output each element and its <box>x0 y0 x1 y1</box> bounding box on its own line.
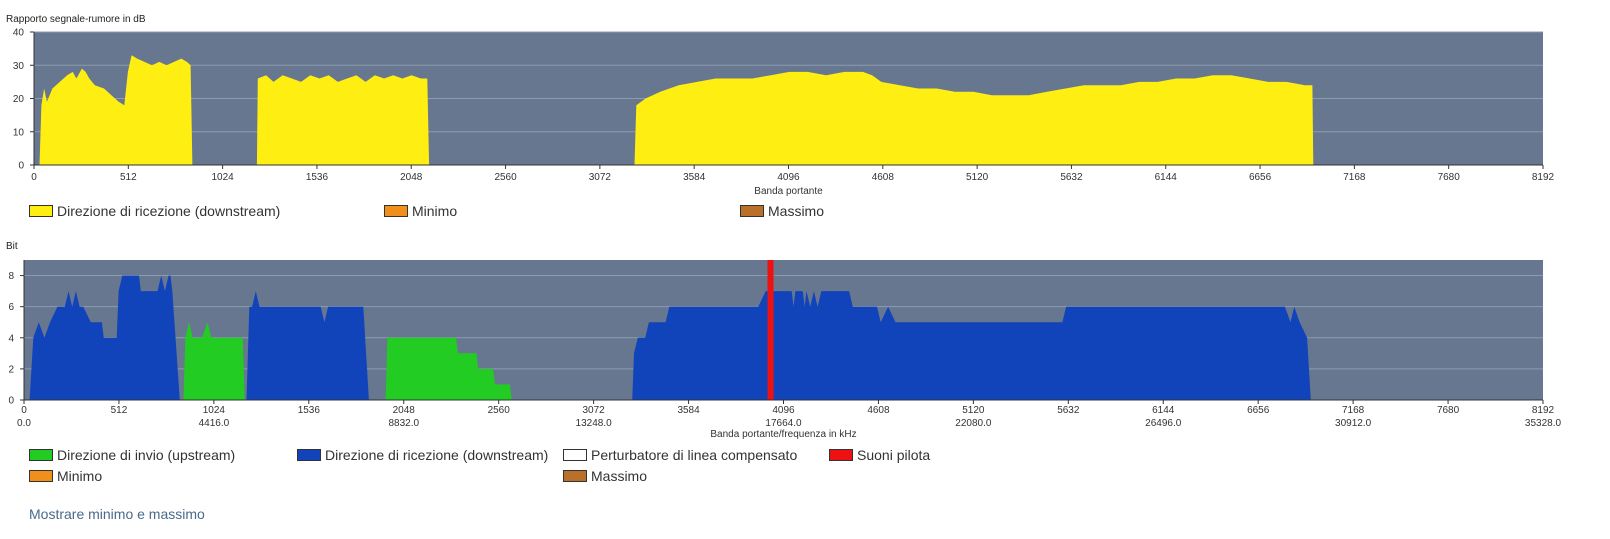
legend-label-snr-min: Minimo <box>412 203 458 219</box>
y-tick-label: 0 <box>8 396 14 407</box>
chart-title: Bit <box>6 241 18 252</box>
x-tick-label: 2560 <box>494 172 517 183</box>
x-tick-label-frequency: 13248.0 <box>576 418 613 429</box>
x-tick-label: 8192 <box>1532 172 1555 183</box>
x-tick-label-frequency: 0.0 <box>17 418 31 429</box>
y-tick-label: 30 <box>13 61 25 72</box>
x-tick-label: 7168 <box>1342 405 1365 416</box>
x-tick-label: 1024 <box>212 172 235 183</box>
x-tick-label-frequency: 26496.0 <box>1145 418 1182 429</box>
legend-swatch-bit-max <box>563 470 587 482</box>
legend-bit-downstream[interactable]: Direzione di ricezione (downstream) <box>297 447 548 463</box>
legend-label-bit-pilot: Suoni pilota <box>857 447 931 463</box>
legend-label-snr-max: Massimo <box>768 203 825 219</box>
x-tick-label: 8192 <box>1532 405 1555 416</box>
x-tick-label: 4096 <box>772 405 795 416</box>
x-tick-label: 2048 <box>400 172 423 183</box>
x-tick-label: 4608 <box>867 405 890 416</box>
x-tick-label: 2560 <box>488 405 511 416</box>
x-tick-label: 3072 <box>583 405 606 416</box>
x-tick-label: 0 <box>21 405 27 416</box>
legend-label-bit-max: Massimo <box>591 468 648 484</box>
x-tick-label: 2048 <box>393 405 416 416</box>
legend-swatch-snr-max <box>740 205 764 217</box>
x-tick-label-frequency: 22080.0 <box>955 418 992 429</box>
x-axis-label: Banda portante <box>754 186 823 197</box>
x-tick-label: 512 <box>120 172 137 183</box>
x-tick-label: 3584 <box>677 405 700 416</box>
legend-label-bit-downstream: Direzione di ricezione (downstream) <box>325 447 549 463</box>
legend-swatch-snr-min <box>384 205 408 217</box>
y-tick-label: 10 <box>13 127 25 138</box>
y-tick-label: 0 <box>18 161 24 172</box>
x-tick-label: 0 <box>31 172 37 183</box>
legend-bit-upstream[interactable]: Direzione di invio (upstream) <box>29 447 235 463</box>
legend-snr-min[interactable]: Minimo <box>384 203 457 219</box>
legend-label-bit-crosstalk: Perturbatore di linea compensato <box>591 447 798 463</box>
x-tick-label: 7680 <box>1438 172 1461 183</box>
x-tick-label: 6144 <box>1152 405 1175 416</box>
x-tick-label: 4096 <box>777 172 800 183</box>
legend-snr-downstream[interactable]: Direzione di ricezione (downstream) <box>29 203 280 219</box>
x-tick-label: 5120 <box>962 405 985 416</box>
pilot-tone-marker <box>767 260 774 400</box>
x-tick-label: 3072 <box>589 172 612 183</box>
series-area-0 <box>183 322 512 400</box>
y-tick-label: 6 <box>8 302 14 313</box>
legend-swatch-bit-crosstalk <box>563 449 587 461</box>
x-tick-label-frequency: 35328.0 <box>1525 418 1562 429</box>
series-area-1 <box>29 275 1311 400</box>
chart-1: Bit 0 2 4 6 8 0 512 1024 1536 2048 2560 3072 3584 4096… <box>6 241 1562 440</box>
legend-label-bit-min: Minimo <box>57 468 103 484</box>
x-tick-label: 4608 <box>872 172 895 183</box>
chart-title: Rapporto segnale-rumore in dB <box>6 14 146 25</box>
x-tick-label: 512 <box>111 405 128 416</box>
x-tick-label: 6144 <box>1155 172 1178 183</box>
legend-swatch-snr-downstream <box>29 205 53 217</box>
legend-bit-min[interactable]: Minimo <box>29 468 102 484</box>
series-area-0 <box>39 55 1314 165</box>
x-tick-label-frequency: 8832.0 <box>388 418 419 429</box>
x-tick-label: 5632 <box>1060 172 1083 183</box>
legend-label-bit-upstream: Direzione di invio (upstream) <box>57 447 236 463</box>
x-tick-label: 1536 <box>298 405 321 416</box>
x-tick-label: 5120 <box>966 172 989 183</box>
legend-bit-max[interactable]: Massimo <box>563 468 647 484</box>
x-tick-label: 6656 <box>1249 172 1272 183</box>
y-tick-label: 40 <box>13 28 25 39</box>
legend-bit-pilot[interactable]: Suoni pilota <box>829 447 930 463</box>
legend-swatch-bit-downstream <box>297 449 321 461</box>
y-tick-label: 8 <box>8 271 14 282</box>
y-tick-label: 2 <box>8 364 14 375</box>
x-axis-label: Banda portante/frequenza in kHz <box>710 429 856 440</box>
y-tick-label: 20 <box>13 94 25 105</box>
legend-swatch-bit-upstream <box>29 449 53 461</box>
legend-label-snr-downstream: Direzione di ricezione (downstream) <box>57 203 281 219</box>
x-tick-label: 5632 <box>1057 405 1080 416</box>
y-tick-label: 4 <box>8 333 14 344</box>
legend-bit-crosstalk[interactable]: Perturbatore di linea compensato <box>563 447 797 463</box>
x-tick-label: 1536 <box>306 172 329 183</box>
x-tick-label: 7168 <box>1343 172 1366 183</box>
x-tick-label: 6656 <box>1247 405 1270 416</box>
x-tick-label: 1024 <box>203 405 226 416</box>
chart-0: Rapporto segnale-rumore in dB 0 10 20 30 40 0 5… <box>6 14 1555 197</box>
legend-snr-max[interactable]: Massimo <box>740 203 824 219</box>
x-tick-label: 7680 <box>1437 405 1460 416</box>
show-min-max-link[interactable]: Mostrare minimo e massimo <box>29 506 205 522</box>
legend-swatch-bit-min <box>29 470 53 482</box>
x-tick-label-frequency: 17664.0 <box>765 418 802 429</box>
x-tick-label-frequency: 30912.0 <box>1335 418 1372 429</box>
legend-swatch-bit-pilot <box>829 449 853 461</box>
x-tick-label: 3584 <box>683 172 706 183</box>
x-tick-label-frequency: 4416.0 <box>199 418 230 429</box>
